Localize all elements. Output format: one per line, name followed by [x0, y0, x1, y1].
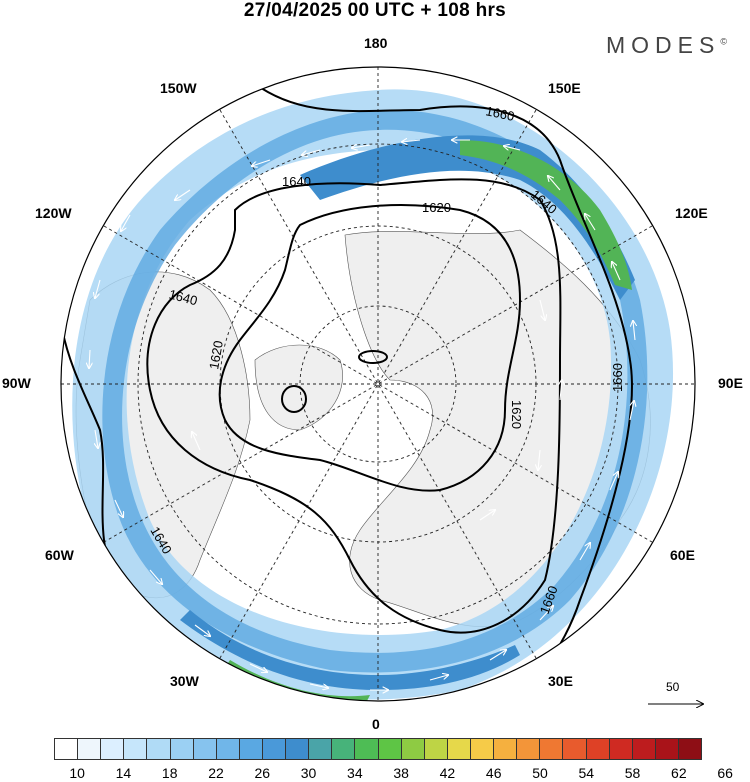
- colorbar-swatch: [355, 738, 379, 760]
- colorbar-swatch: [609, 738, 633, 760]
- map-border: [60, 66, 696, 702]
- modes-logo: MODES©: [606, 32, 727, 58]
- colorbar-swatch: [239, 738, 263, 760]
- colorbar-tick-label: 62: [671, 765, 687, 781]
- colorbar-tick-label: 14: [115, 765, 132, 781]
- colorbar-swatch: [632, 738, 656, 760]
- colorbar-swatch: [147, 738, 171, 760]
- colorbar-swatch: [309, 738, 333, 760]
- lon-label-120e: 120E: [675, 205, 708, 221]
- colorbar-swatch: [563, 738, 587, 760]
- colorbar-swatch: [678, 738, 703, 760]
- reference-vector: 50: [644, 680, 704, 710]
- colorbar-tick-label: 38: [393, 765, 409, 781]
- lon-label-90w: 90W: [2, 375, 31, 391]
- lon-label-120w: 120W: [35, 205, 72, 221]
- colorbar-tick-label: 66: [717, 765, 733, 781]
- lon-label-180: 180: [364, 35, 388, 51]
- colorbar-swatch: [262, 738, 287, 760]
- contour-label: 1660: [610, 363, 625, 392]
- colorbar-tick-label: 26: [254, 765, 271, 781]
- colorbar: [54, 738, 703, 760]
- colorbar-tick-label: 54: [578, 765, 595, 781]
- contour-label: 1640: [167, 286, 199, 308]
- lon-label-150w: 150W: [160, 80, 197, 96]
- lon-label-60w: 60W: [45, 547, 74, 563]
- colorbar-tick-label: 30: [300, 765, 317, 781]
- colorbar-swatch: [193, 738, 217, 760]
- colorbar-swatch: [401, 738, 425, 760]
- colorbar-tick-label: 18: [161, 765, 178, 781]
- colorbar-tick-label: 34: [347, 765, 363, 781]
- colorbar-swatch: [424, 738, 448, 760]
- lon-label-30w: 30W: [170, 673, 199, 689]
- height-contours: [61, 79, 633, 701]
- colorbar-swatch: [78, 738, 102, 760]
- lon-label-60e: 60E: [670, 547, 695, 563]
- lon-label-150e: 150E: [548, 80, 581, 96]
- colorbar-tick-label: 50: [532, 765, 548, 781]
- colorbar-tick-label: 22: [208, 765, 224, 781]
- colorbar-swatch: [447, 738, 471, 760]
- colorbar-tick-label: 10: [69, 765, 85, 781]
- colorbar-swatch: [124, 738, 148, 760]
- contour-label: 1640: [282, 174, 311, 189]
- colorbar-swatch: [170, 738, 194, 760]
- colorbar-swatch: [540, 738, 564, 760]
- contour-label: 1620: [206, 339, 226, 370]
- colorbar-swatch: [655, 738, 679, 760]
- colorbar-ticks: 10141822263034384246505458626670: [54, 765, 733, 781]
- colorbar-tick-label: 58: [624, 765, 641, 781]
- colorbar-swatch: [586, 738, 610, 760]
- colorbar-swatch: [494, 738, 518, 760]
- colorbar-tick-label: 42: [439, 765, 456, 781]
- lon-label-0: 0: [372, 716, 380, 732]
- lon-label-90e: 90E: [718, 375, 743, 391]
- colorbar-swatch: [378, 738, 402, 760]
- colorbar-swatch: [517, 738, 541, 760]
- contour-label: 1660: [484, 103, 515, 124]
- page-title: 27/04/2025 00 UTC + 108 hrs: [243, 0, 507, 21]
- wind-vectors: [89, 140, 635, 690]
- colorbar-swatch: [101, 738, 125, 760]
- contour-label: 1620: [422, 200, 451, 215]
- reference-vector-label: 50: [666, 680, 680, 694]
- colorbar-swatch: [54, 738, 79, 760]
- colorbar-swatch: [216, 738, 240, 760]
- colorbar-swatch: [286, 738, 310, 760]
- contour-label: 1620: [509, 400, 524, 429]
- graticule: [61, 67, 695, 701]
- colorbar-swatch: [470, 738, 495, 760]
- lon-label-30e: 30E: [548, 673, 573, 689]
- colorbar-swatch: [332, 738, 356, 760]
- colorbar-tick-label: 46: [485, 765, 502, 781]
